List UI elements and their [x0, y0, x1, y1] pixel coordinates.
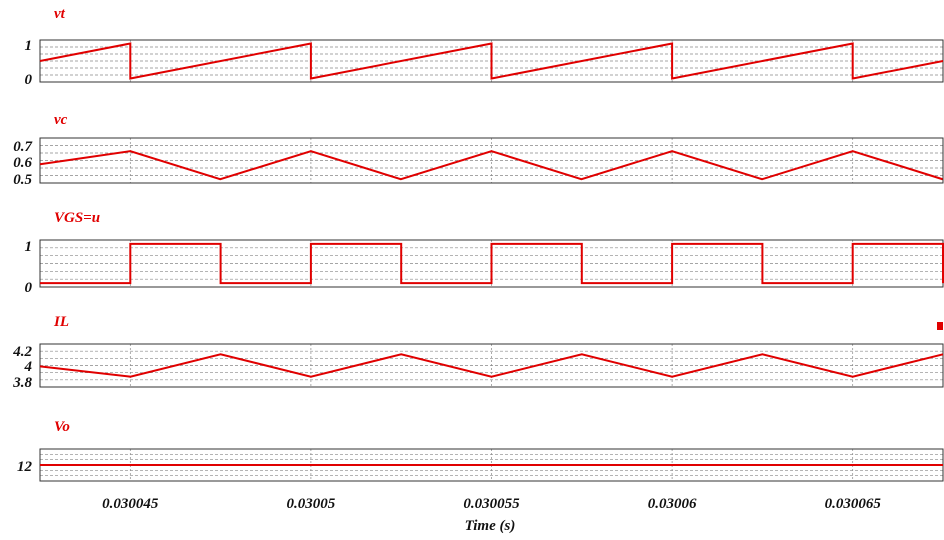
x-tick-label: 0.03006 — [648, 496, 697, 512]
series-line — [39, 150, 943, 181]
y-tick-label: 1 — [25, 239, 33, 255]
panel-title: Vo — [54, 419, 70, 435]
cursor-marker[interactable] — [937, 322, 943, 330]
y-tick-label: 0 — [25, 280, 33, 296]
panel-title: vc — [54, 112, 68, 128]
series-line — [40, 242, 944, 285]
y-tick-label: 0.6 — [13, 155, 32, 171]
y-tick-label: 4.2 — [12, 344, 32, 360]
panel-1: vt 1 0 — [25, 6, 944, 88]
panel-5: Vo 12 — [17, 419, 944, 482]
panel-2: vc 0.70.60.5 — [13, 112, 944, 188]
y-tick-label: 0.7 — [13, 139, 32, 155]
panel-4: IL 4.243.8 — [12, 314, 944, 391]
series-line — [39, 353, 944, 378]
plot-frame — [39, 137, 944, 184]
panel-3: VGS=u 1 0 — [25, 210, 944, 296]
y-tick-label: 3.8 — [12, 375, 32, 391]
panel-title: IL — [53, 314, 69, 330]
y-tick-label: 0 — [25, 72, 33, 88]
panel-title: VGS=u — [54, 210, 100, 226]
plot-frame — [39, 343, 944, 388]
y-tick-label: 0.5 — [13, 172, 32, 188]
x-tick-label: 0.030055 — [463, 496, 520, 512]
x-axis-label: Time (s) — [465, 518, 516, 534]
y-tick-label: 12 — [17, 459, 33, 475]
y-tick-label: 4 — [24, 359, 33, 375]
x-tick-label: 0.030045 — [102, 496, 159, 512]
x-tick-label: 0.030065 — [825, 496, 882, 512]
series-line — [39, 42, 944, 80]
panel-title: vt — [54, 6, 66, 22]
x-tick-label: 0.03005 — [287, 496, 336, 512]
y-tick-label: 1 — [25, 38, 33, 54]
